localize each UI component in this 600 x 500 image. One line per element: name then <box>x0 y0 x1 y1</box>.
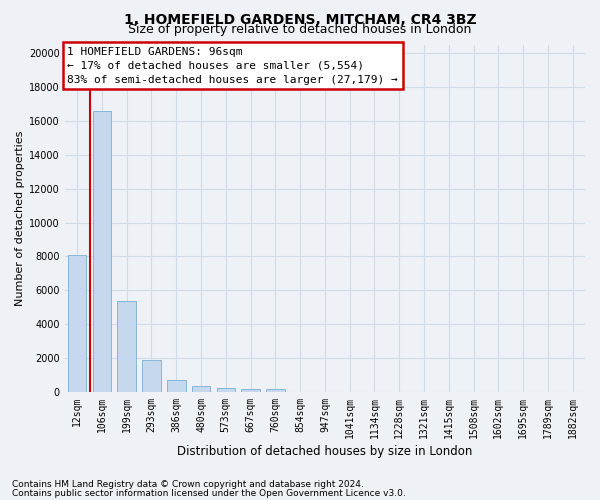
Bar <box>142 360 161 392</box>
Text: Contains public sector information licensed under the Open Government Licence v3: Contains public sector information licen… <box>12 489 406 498</box>
Bar <box>118 301 136 392</box>
Y-axis label: Number of detached properties: Number of detached properties <box>15 130 25 306</box>
Bar <box>217 388 235 392</box>
Text: 1 HOMEFIELD GARDENS: 96sqm
← 17% of detached houses are smaller (5,554)
83% of s: 1 HOMEFIELD GARDENS: 96sqm ← 17% of deta… <box>67 46 398 84</box>
Bar <box>192 386 211 392</box>
Text: 1, HOMEFIELD GARDENS, MITCHAM, CR4 3BZ: 1, HOMEFIELD GARDENS, MITCHAM, CR4 3BZ <box>124 12 476 26</box>
Text: Size of property relative to detached houses in London: Size of property relative to detached ho… <box>128 24 472 36</box>
Bar <box>241 388 260 392</box>
X-axis label: Distribution of detached houses by size in London: Distribution of detached houses by size … <box>177 444 473 458</box>
Bar <box>92 111 111 392</box>
Bar <box>266 389 284 392</box>
Bar <box>167 380 185 392</box>
Bar <box>68 256 86 392</box>
Text: Contains HM Land Registry data © Crown copyright and database right 2024.: Contains HM Land Registry data © Crown c… <box>12 480 364 489</box>
